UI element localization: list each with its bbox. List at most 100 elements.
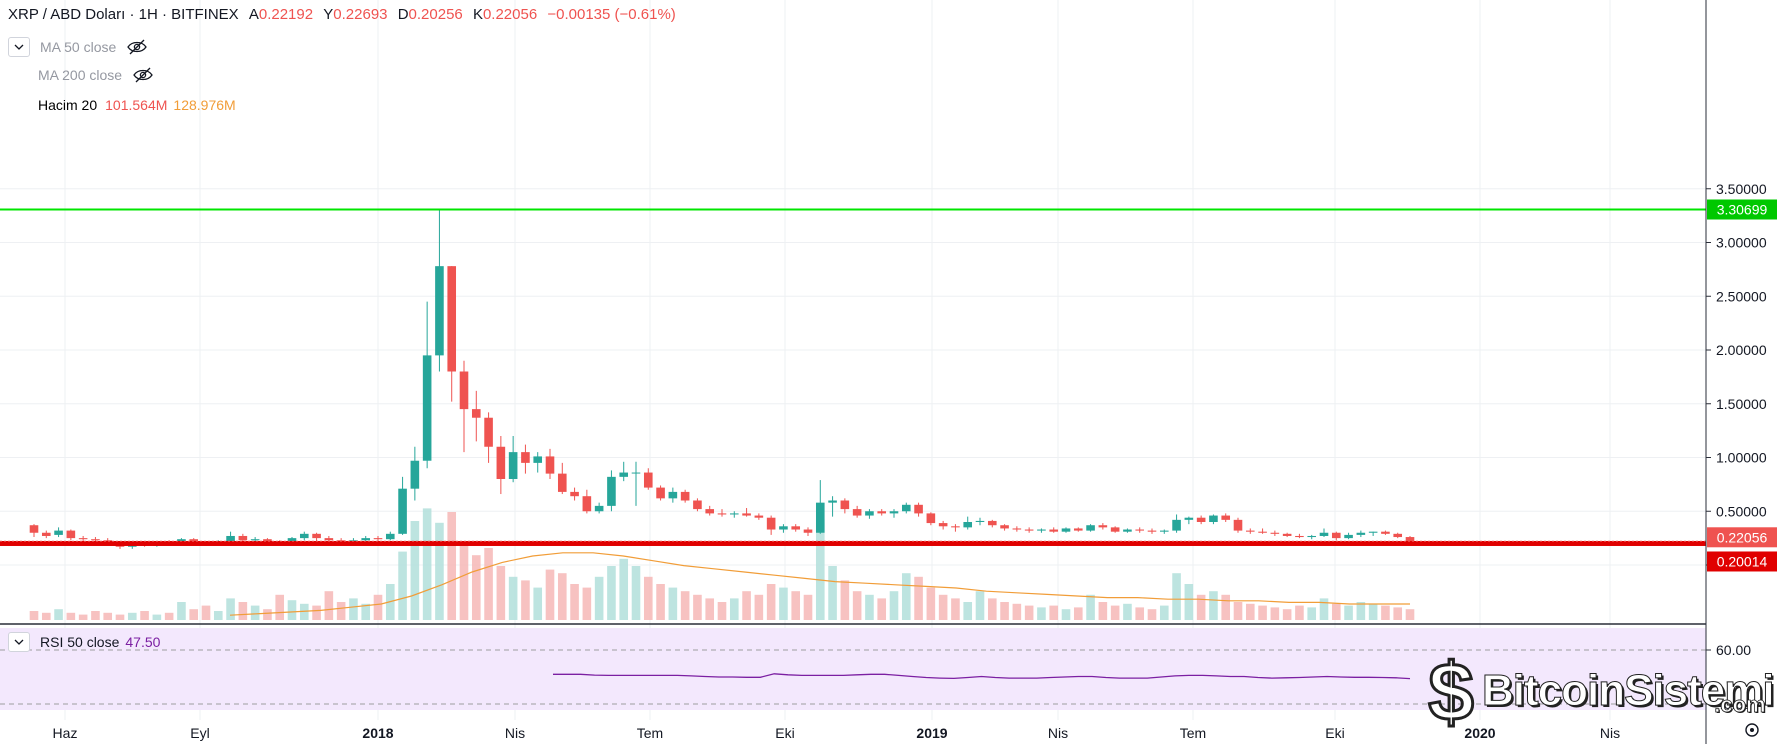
candle-body <box>582 496 592 512</box>
candle-body <box>1319 532 1329 536</box>
volume-bar <box>865 594 874 620</box>
volume-bar <box>189 609 199 620</box>
volume-bar <box>1295 605 1304 620</box>
collapse-rsi-button[interactable] <box>8 632 30 652</box>
candle-body <box>1245 530 1255 532</box>
red-horizontal-band <box>0 540 1706 546</box>
volume-bar <box>152 614 162 620</box>
candle-body <box>521 452 530 463</box>
volume-bar <box>213 611 223 620</box>
volume-bar <box>1184 584 1194 620</box>
candle-body <box>643 472 653 488</box>
candle-body <box>459 371 469 410</box>
eye-hidden-icon[interactable] <box>132 67 154 83</box>
candle-body <box>238 535 248 541</box>
candle-body <box>1147 530 1157 532</box>
gear-icon-hub <box>1750 728 1754 732</box>
y-tick-label: 3.50000 <box>1716 181 1767 197</box>
candle-body <box>496 446 506 479</box>
volume-bar <box>1209 591 1218 620</box>
volume-bar <box>103 612 113 620</box>
volume-bar <box>29 611 39 620</box>
gear-icon <box>1745 723 1759 737</box>
candle-body <box>1233 519 1243 531</box>
candle-body <box>1356 532 1366 535</box>
candle-body <box>29 525 39 533</box>
ma200-legend[interactable]: MA 200 close <box>38 67 154 83</box>
candle-body <box>263 539 272 543</box>
volume-bar <box>422 508 432 620</box>
volume-bar <box>729 598 739 620</box>
symbol-name[interactable]: XRP / ABD Doları <box>8 6 126 23</box>
volume-bar <box>693 594 702 620</box>
volume-bar <box>1356 602 1366 620</box>
candle-body <box>398 488 407 534</box>
volume-bar <box>963 602 973 620</box>
candle-body <box>361 538 371 541</box>
volume-bar <box>1393 607 1403 620</box>
volume-bar <box>705 598 715 620</box>
volume-bar <box>435 522 444 620</box>
rsi-legend[interactable]: RSI 50 close 47.50 <box>8 632 160 652</box>
volume-bar <box>1381 605 1390 620</box>
candle-body <box>1331 532 1341 539</box>
candle-body <box>828 500 837 503</box>
ma200-label: MA 200 close <box>38 67 123 83</box>
candle-body <box>1172 519 1181 531</box>
volume-bar <box>1135 607 1145 620</box>
candle-body <box>1307 535 1317 538</box>
watermark-brand: BitcoinSistemi <box>1482 666 1776 715</box>
candle-body <box>1110 527 1120 532</box>
volume-bar <box>1086 594 1095 620</box>
candle-body <box>717 513 727 515</box>
close-label: K <box>472 6 483 23</box>
open-value: 0.22192 <box>258 6 314 23</box>
volume-bar <box>91 611 100 620</box>
volume-bar <box>201 605 211 620</box>
volume-bar <box>1282 609 1292 620</box>
collapse-legend-button[interactable] <box>8 37 30 57</box>
rsi-axis: 60.00 40.00 <box>1706 642 1751 712</box>
volume-bar <box>840 580 850 620</box>
candle-body <box>1381 531 1390 534</box>
close-value: 0.22056 <box>482 6 538 23</box>
red-price-tag-bg <box>1707 551 1777 572</box>
volume-legend[interactable]: Hacim 20 101.564M 128.976M <box>38 97 236 113</box>
rsi-label: RSI 50 close <box>40 634 120 650</box>
x-tick-label: 2018 <box>362 725 393 741</box>
candle-body <box>373 538 383 540</box>
rsi-tick-label: 40.00 <box>1716 696 1751 712</box>
chevron-down-icon <box>14 639 24 645</box>
candle-body <box>1123 529 1132 532</box>
candle-body <box>471 409 481 418</box>
candle-body <box>324 538 334 541</box>
interval[interactable]: 1H <box>138 6 158 23</box>
volume-bar <box>914 576 923 620</box>
chart-grid <box>0 0 1706 720</box>
volume-bar <box>1172 573 1181 620</box>
eye-hidden-icon[interactable] <box>126 39 148 55</box>
volume-bar <box>1344 605 1353 620</box>
volume-bar <box>877 598 887 620</box>
volume-bar <box>557 573 567 620</box>
candle-body <box>656 487 665 499</box>
candle-body <box>803 529 813 533</box>
volume-bar <box>336 602 346 620</box>
volume-bar <box>533 587 543 620</box>
candle-body <box>422 355 432 461</box>
ma50-legend[interactable]: MA 50 close <box>8 37 148 57</box>
volume-bar <box>263 609 272 620</box>
candle-body <box>1282 533 1292 536</box>
candle-body <box>975 520 985 522</box>
volume-bar <box>177 602 186 620</box>
candle-body <box>1270 532 1280 534</box>
volume-bar <box>1221 594 1231 620</box>
volume-bar <box>1123 603 1132 620</box>
candle-body <box>951 526 960 528</box>
candle-body <box>312 533 321 539</box>
volume-bar <box>398 551 407 620</box>
candle-body <box>1135 529 1145 531</box>
rsi-line <box>553 673 1411 680</box>
volume-bar <box>619 558 629 620</box>
